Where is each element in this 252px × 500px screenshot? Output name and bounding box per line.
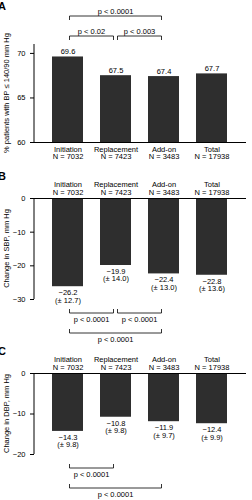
- svg-text:Add-onN = 3483: Add-onN = 3483: [149, 355, 180, 372]
- svg-text:C: C: [0, 345, 6, 357]
- svg-text:p < 0.0001: p < 0.0001: [98, 7, 134, 16]
- svg-text:InitiationN = 7032: InitiationN = 7032: [53, 145, 84, 162]
- svg-text:−20: −20: [13, 450, 26, 459]
- svg-text:InitiationN = 7032: InitiationN = 7032: [53, 355, 84, 372]
- svg-text:ReplacementN = 7423: ReplacementN = 7423: [94, 180, 139, 197]
- svg-text:−26.2(± 12.7): −26.2(± 12.7): [55, 288, 81, 305]
- svg-text:Change in DBP, mm Hg: Change in DBP, mm Hg: [2, 374, 11, 453]
- svg-text:−12.4(± 9.9): −12.4(± 9.9): [201, 425, 223, 442]
- svg-text:% patients with BP ≤ 140/90 mm: % patients with BP ≤ 140/90 mm Hg: [2, 33, 11, 153]
- svg-text:−30: −30: [13, 295, 26, 304]
- svg-text:p < 0.003: p < 0.003: [124, 27, 156, 36]
- svg-text:A: A: [0, 0, 6, 12]
- svg-text:p < 0.0001: p < 0.0001: [74, 315, 110, 324]
- svg-text:p < 0.0001: p < 0.0001: [74, 470, 110, 479]
- svg-text:p < 0.0001: p < 0.0001: [98, 490, 134, 499]
- svg-text:60: 60: [17, 138, 25, 147]
- svg-text:Add-onN = 3483: Add-onN = 3483: [149, 180, 180, 197]
- svg-text:InitiationN = 7032: InitiationN = 7032: [53, 180, 84, 197]
- svg-text:Change in SBP, mm Hg: Change in SBP, mm Hg: [2, 209, 11, 288]
- svg-text:69.6: 69.6: [61, 47, 76, 56]
- svg-text:TotalN = 17938: TotalN = 17938: [195, 180, 230, 197]
- svg-text:p < 0.02: p < 0.02: [78, 27, 105, 36]
- svg-text:67.7: 67.7: [205, 64, 220, 73]
- svg-text:−20: −20: [13, 261, 26, 270]
- svg-text:Add-onN = 3483: Add-onN = 3483: [149, 145, 180, 162]
- svg-text:70: 70: [17, 49, 25, 58]
- svg-text:−11.9(± 9.7): −11.9(± 9.7): [153, 423, 175, 440]
- svg-text:65: 65: [17, 93, 25, 102]
- svg-text:TotalN = 17938: TotalN = 17938: [195, 145, 230, 162]
- svg-text:−10: −10: [13, 409, 26, 418]
- svg-text:TotalN = 17938: TotalN = 17938: [195, 355, 230, 372]
- svg-text:ReplacementN = 7423: ReplacementN = 7423: [94, 145, 139, 162]
- svg-text:p < 0.0001: p < 0.0001: [122, 315, 158, 324]
- svg-text:−22.8(± 13.6): −22.8(± 13.6): [199, 277, 225, 294]
- svg-text:−14.3(± 9.8): −14.3(± 9.8): [57, 433, 79, 450]
- svg-text:67.5: 67.5: [109, 66, 124, 75]
- svg-text:p < 0.0001: p < 0.0001: [98, 335, 134, 344]
- svg-text:−22.4(± 13.0): −22.4(± 13.0): [151, 275, 177, 292]
- svg-text:0: 0: [21, 369, 25, 378]
- svg-text:−10: −10: [13, 228, 26, 237]
- svg-text:B: B: [0, 170, 6, 182]
- svg-text:−19.9(± 14.0): −19.9(± 14.0): [103, 267, 129, 284]
- svg-text:ReplacementN = 7423: ReplacementN = 7423: [94, 355, 139, 372]
- svg-text:−10.8(± 9.8): −10.8(± 9.8): [105, 419, 127, 436]
- svg-text:67.4: 67.4: [157, 67, 172, 76]
- svg-text:0: 0: [21, 194, 25, 203]
